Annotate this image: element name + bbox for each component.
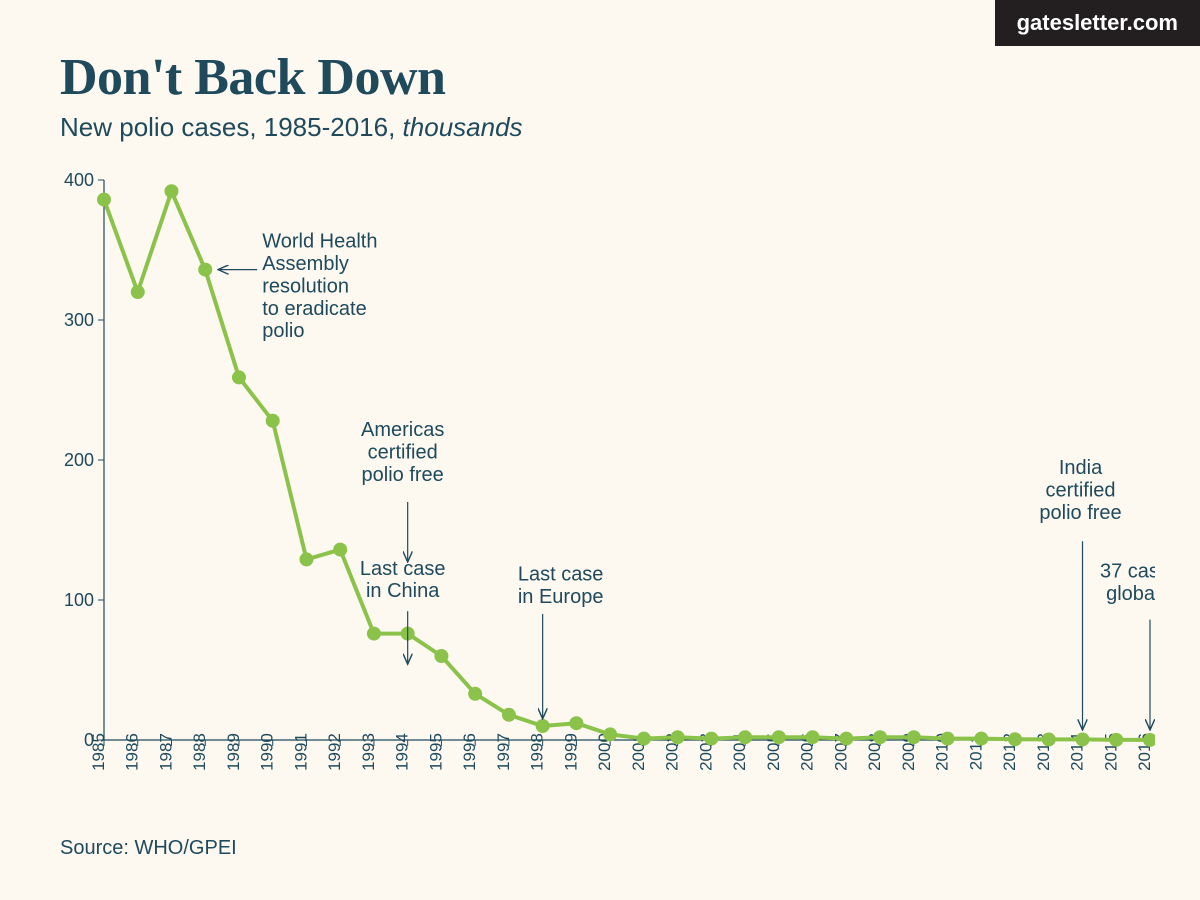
data-point [569,716,583,730]
annotation-label: in Europe [518,586,604,608]
x-tick-label: 1987 [156,733,175,771]
annotation-label: polio [262,320,304,342]
y-tick-label: 200 [64,450,94,470]
annotation-label: in China [366,580,440,602]
x-tick-label: 1993 [359,733,378,771]
site-badge-text: gatesletter.com [1017,10,1178,35]
data-point [266,414,280,428]
chart-title: Don't Back Down [60,48,445,107]
x-tick-label: 1985 [89,733,108,771]
annotation-label: World Health [262,231,377,253]
y-tick-label: 400 [64,170,94,190]
data-point [468,687,482,701]
x-tick-label: 1998 [528,733,547,771]
x-tick-label: 1992 [325,733,344,771]
x-tick-label: 1988 [190,733,209,771]
x-tick-label: 1999 [561,733,580,771]
x-tick-label: 1986 [123,733,142,771]
annotation-label: Assembly [262,253,349,275]
data-point [603,727,617,741]
data-point [232,370,246,384]
data-point [806,730,820,744]
series-line [104,191,1150,740]
annotation-label: Last case [518,563,604,585]
annotation-label: 37 cases [1100,561,1155,583]
chart-subtitle: New polio cases, 1985-2016, thousands [60,112,523,143]
data-point [97,193,111,207]
data-point [333,543,347,557]
data-point [198,263,212,277]
x-tick-label: 1989 [224,733,243,771]
annotation-label: certified [1046,479,1116,501]
data-point [671,730,685,744]
y-tick-label: 300 [64,310,94,330]
data-point [704,732,718,746]
data-point [738,730,752,744]
data-point [434,649,448,663]
annotation-label: polio free [1039,502,1121,524]
data-point [536,719,550,733]
data-point [907,730,921,744]
annotation-label: globally [1106,583,1155,605]
data-point [974,732,988,746]
data-point [839,732,853,746]
annotation-label: Last case [360,558,446,580]
subtitle-plain: New polio cases, 1985-2016, [60,112,403,142]
x-tick-label: 1990 [258,733,277,771]
source-text: Source: WHO/GPEI [60,837,237,860]
data-point [367,627,381,641]
subtitle-italic: thousands [403,112,523,142]
data-point [1109,733,1123,747]
line-chart-svg: 0100200300400198519861987198819891990199… [60,170,1155,810]
data-point [502,708,516,722]
data-point [131,285,145,299]
data-point [772,730,786,744]
annotation-label: certified [368,442,438,464]
chart-area: 0100200300400198519861987198819891990199… [60,170,1155,810]
x-tick-label: 1995 [426,733,445,771]
annotation-label: to eradicate [262,298,367,320]
annotation-label: resolution [262,275,349,297]
data-point [873,730,887,744]
y-tick-label: 100 [64,590,94,610]
x-tick-label: 1997 [494,733,513,771]
data-point [299,552,313,566]
x-tick-label: 1994 [393,733,412,771]
data-point [164,184,178,198]
annotation-label: Americas [361,419,444,441]
x-tick-label: 1991 [291,733,310,771]
data-point [1008,732,1022,746]
data-point [1076,732,1090,746]
page: gatesletter.com Don't Back Down New poli… [0,0,1200,900]
data-point [1042,732,1056,746]
data-point [941,732,955,746]
site-badge: gatesletter.com [995,0,1200,46]
annotation-label: polio free [362,464,444,486]
data-point [637,732,651,746]
annotation-label: India [1059,457,1103,479]
x-tick-label: 1996 [460,733,479,771]
